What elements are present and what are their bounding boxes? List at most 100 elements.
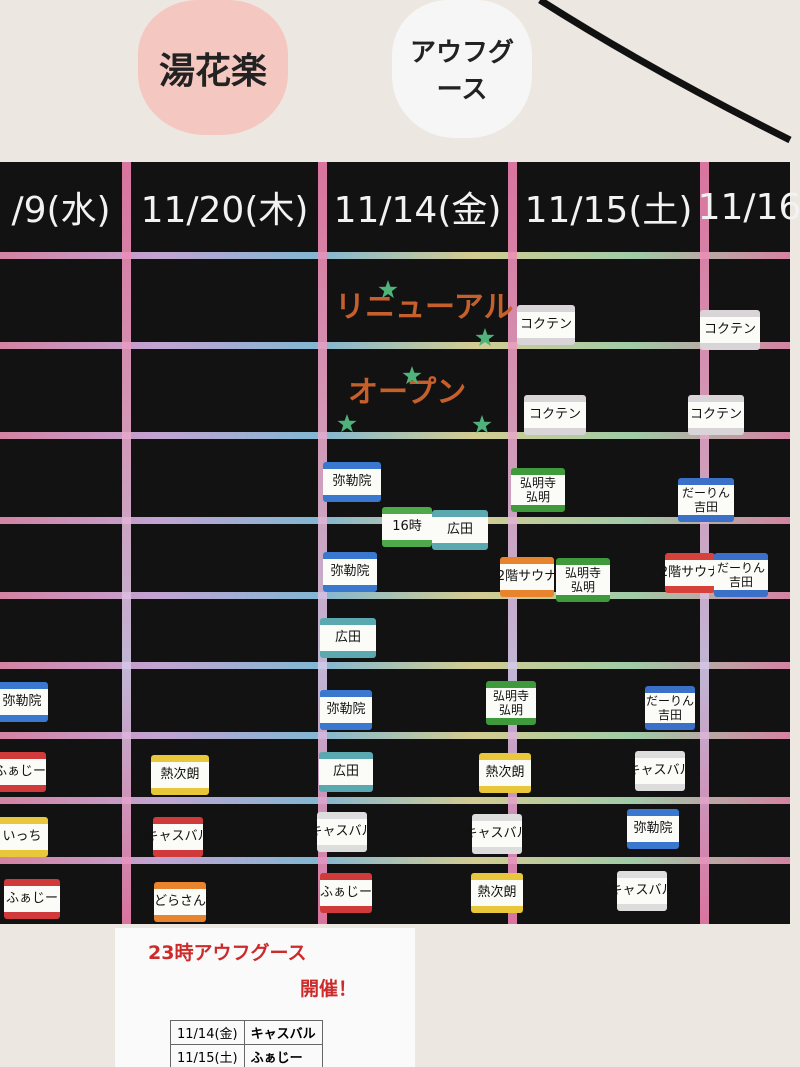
column-header: 11/15(土) — [524, 190, 693, 231]
stars — [337, 280, 495, 434]
magnet: 弥勒院 — [320, 690, 372, 730]
magnet-text: だーりん — [716, 561, 765, 575]
magnet: キャスバル — [310, 812, 375, 852]
magnet-text: どらさん — [154, 894, 207, 909]
magnet-text: だーりん — [681, 486, 730, 500]
magnet-text: キャスバル — [464, 826, 530, 841]
magnet-text: 熱次朗 — [485, 765, 525, 780]
magnet: 弥勒院 — [627, 809, 679, 849]
magnet: 弥勒院 — [323, 462, 381, 502]
magnet: だーりん 吉田 — [678, 478, 734, 522]
tape-v — [318, 162, 327, 924]
magnet: コクテン — [700, 310, 760, 350]
magnet: 弥勒院 — [323, 552, 377, 592]
tape-v — [508, 162, 517, 924]
table-cell: 11/15(土) — [170, 1044, 245, 1067]
magnet-text: 弘明 — [498, 703, 523, 717]
magnet-text: コクテン — [528, 407, 581, 422]
magnet-text: 弘明 — [525, 490, 550, 504]
column-header: 11/14(金) — [333, 190, 502, 231]
tape-v — [700, 162, 709, 924]
magnet-text: キャスバル — [145, 829, 211, 844]
magnet-text: だーりん — [645, 694, 694, 708]
sign-pink: 湯花楽 — [138, 0, 288, 135]
magnet: ふぁじー — [4, 879, 60, 919]
tape-h — [0, 857, 790, 864]
star — [475, 328, 495, 347]
magnet-text: 弥勒院 — [326, 702, 366, 717]
magnet: 2階サウナ — [660, 553, 720, 593]
magnet: キャスバル — [146, 817, 211, 857]
cord — [538, 0, 792, 144]
magnet-text: 熱次朗 — [160, 767, 200, 782]
magnet-text: 2階サウナ — [496, 569, 558, 584]
magnet-text: 弥勒院 — [330, 564, 370, 579]
tape-h — [0, 592, 790, 599]
schedule-board: /9(水) 11/20(木) 11/14(金) 11/15(土) 11/16 リニューアル… — [0, 162, 800, 924]
notice-title: 23時アウフグース — [148, 942, 307, 964]
tape-h — [0, 252, 790, 259]
magnet-text: キャスバル — [627, 763, 693, 778]
magnet-text: 弘明 — [570, 580, 595, 594]
magnet: コクテン — [688, 395, 744, 435]
notice-title: 開催！ — [300, 978, 358, 1000]
table-cell: キャスバル — [243, 1020, 323, 1045]
magnet: キャスバル — [465, 814, 530, 854]
magnet: 弘明寺 弘明 — [486, 681, 536, 725]
column-header: 11/20(木) — [140, 190, 309, 231]
star — [378, 280, 398, 299]
magnet: どらさん — [154, 882, 206, 922]
sign-text: アウフグース — [409, 38, 514, 105]
magnet: 熱次朗 — [151, 755, 209, 795]
magnet-text: ふぁじー — [0, 764, 47, 779]
star — [472, 415, 492, 434]
tape-h — [0, 342, 790, 349]
sign-text: 湯花楽 — [158, 50, 267, 92]
table-cell: 11/14(金) — [170, 1020, 245, 1045]
tape-h — [0, 797, 790, 804]
tape-h — [0, 732, 790, 739]
magnet-text: 弥勒院 — [332, 474, 372, 489]
sign-white: アウフグース — [392, 0, 532, 138]
magnet: 2階サウナ — [496, 557, 558, 597]
magnet-text: 熱次朗 — [477, 885, 517, 900]
magnet-text: 広田 — [332, 764, 359, 779]
tape-v — [122, 162, 131, 924]
magnet-text: コクテン — [703, 322, 756, 337]
magnet-text: 広田 — [446, 522, 473, 537]
magnet-text: 弘明寺 — [519, 476, 556, 490]
magnet: 16時 — [382, 507, 432, 547]
magnet: 熱次朗 — [479, 753, 531, 793]
column-header: /9(水) — [11, 190, 111, 231]
table-row: 11/14(金) キャスバル — [170, 1020, 323, 1045]
magnet-text: 弘明寺 — [564, 566, 601, 580]
magnet: 広田 — [320, 618, 376, 658]
magnet: ふぁじー — [0, 752, 46, 792]
magnet: 弘明寺 弘明 — [556, 558, 610, 602]
star — [337, 414, 357, 433]
magnet-text: 広田 — [334, 630, 361, 645]
magnet: コクテン — [524, 395, 586, 435]
magnet-text: ふぁじー — [5, 891, 58, 906]
magnet-text: いっち — [2, 829, 42, 844]
magnet: だーりん 吉田 — [714, 553, 768, 597]
magnet: 広田 — [432, 510, 488, 550]
magnet-text: キャスバル — [309, 824, 375, 839]
magnet-text: 吉田 — [657, 708, 682, 722]
magnet: 広田 — [319, 752, 373, 792]
column-header: 11/16 — [697, 186, 800, 228]
notice-paper: 23時アウフグース 開催！ 11/14(金) キャスバル 11/15(土) ふぁじー — [115, 928, 415, 1067]
magnet-text: ふぁじー — [320, 885, 373, 900]
magnet: 弘明寺 弘明 — [511, 468, 565, 512]
magnet: ふぁじー — [320, 873, 372, 913]
magnet: 熱次朗 — [471, 873, 523, 913]
magnet: だーりん 吉田 — [645, 686, 695, 730]
magnet-text: 吉田 — [728, 575, 753, 589]
table-cell: ふぁじー — [243, 1044, 323, 1067]
magnet: コクテン — [517, 305, 575, 345]
star — [402, 366, 422, 385]
tape-h — [0, 432, 790, 439]
magnet: キャスバル — [628, 751, 693, 791]
table-row: 11/15(土) ふぁじー — [170, 1044, 323, 1067]
